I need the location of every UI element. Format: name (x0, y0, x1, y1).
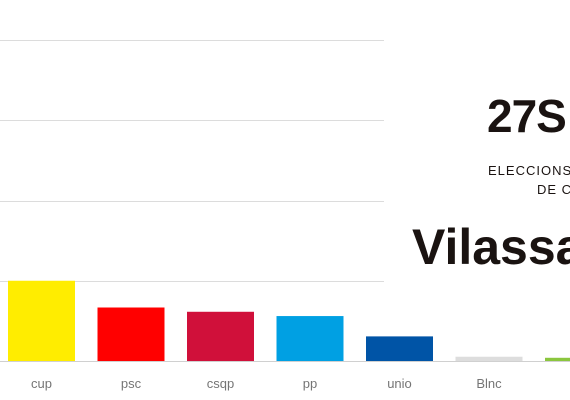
x-tick-label-csqp: csqp (207, 376, 234, 391)
gridlines (0, 40, 570, 362)
bar-csqp (187, 311, 254, 361)
bar-unio (366, 336, 433, 361)
bar-cup (8, 280, 75, 361)
category-labels: cuppsccsqpppunioBlncp (31, 376, 502, 391)
x-tick-label-cup: cup (31, 376, 52, 391)
x-tick-label-pp: pp (303, 376, 317, 391)
bar-blnc (455, 356, 523, 361)
bars (8, 280, 570, 361)
bar-pp (276, 316, 344, 361)
bar-psc (97, 307, 165, 361)
x-tick-label-blnc: Blnc (476, 376, 502, 391)
x-tick-label-unio: unio (387, 376, 412, 391)
x-tick-label-psc: psc (121, 376, 142, 391)
bar-p (545, 357, 570, 361)
